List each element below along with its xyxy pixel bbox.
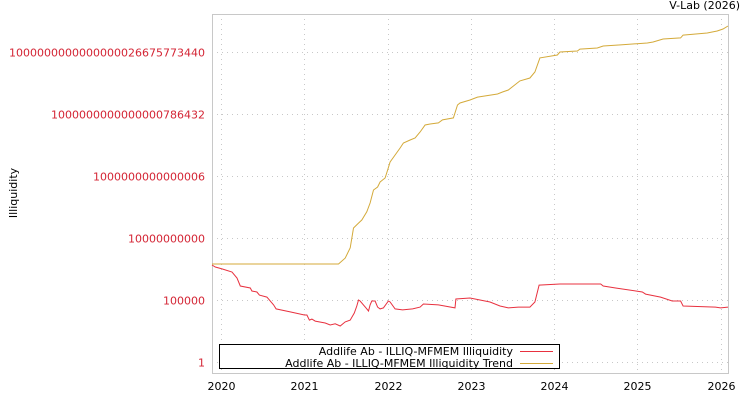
y-tick-label: 100000	[163, 295, 205, 308]
y-tick-label: 1000000000000000786432	[51, 109, 205, 122]
y-tick-label: 1000000000000006	[93, 171, 205, 184]
x-tick-label: 2023	[458, 380, 486, 393]
y-tick-label: 1	[198, 357, 205, 370]
x-tick-label: 2021	[291, 380, 319, 393]
legend-label-illiquidity: Addlife Ab - ILLIQ-MFMEM Illiquidity	[319, 345, 514, 358]
series-lines	[211, 25, 729, 327]
x-tick-label: 2020	[208, 380, 236, 393]
x-axis-ticks: 2020 2021 2022 2023 2024 2025 2026	[208, 380, 736, 393]
x-tick-label: 2026	[708, 380, 736, 393]
gridlines	[212, 14, 728, 373]
x-tick-label: 2025	[624, 380, 652, 393]
y-axis-label: Illiquidity	[7, 167, 20, 218]
x-tick-label: 2022	[375, 380, 403, 393]
legend-label-trend: Addlife Ab - ILLIQ-MFMEM Illiquidity Tre…	[285, 357, 513, 370]
y-tick-label: 10000000000	[128, 233, 205, 246]
legend: Addlife Ab - ILLIQ-MFMEM Illiquidity Add…	[219, 344, 560, 370]
chart-title: V-Lab (2026)	[669, 0, 740, 12]
plot-area	[212, 14, 729, 374]
y-axis-ticks: 1 100000 10000000000 1000000000000006 100000…	[9, 47, 205, 370]
y-tick-label: 1000000000000000026675773440	[9, 47, 205, 60]
illiquidity-line	[211, 264, 729, 327]
legend-box	[219, 344, 560, 369]
illiquidity-trend-line	[212, 25, 729, 265]
x-tick-label: 2024	[541, 380, 569, 393]
